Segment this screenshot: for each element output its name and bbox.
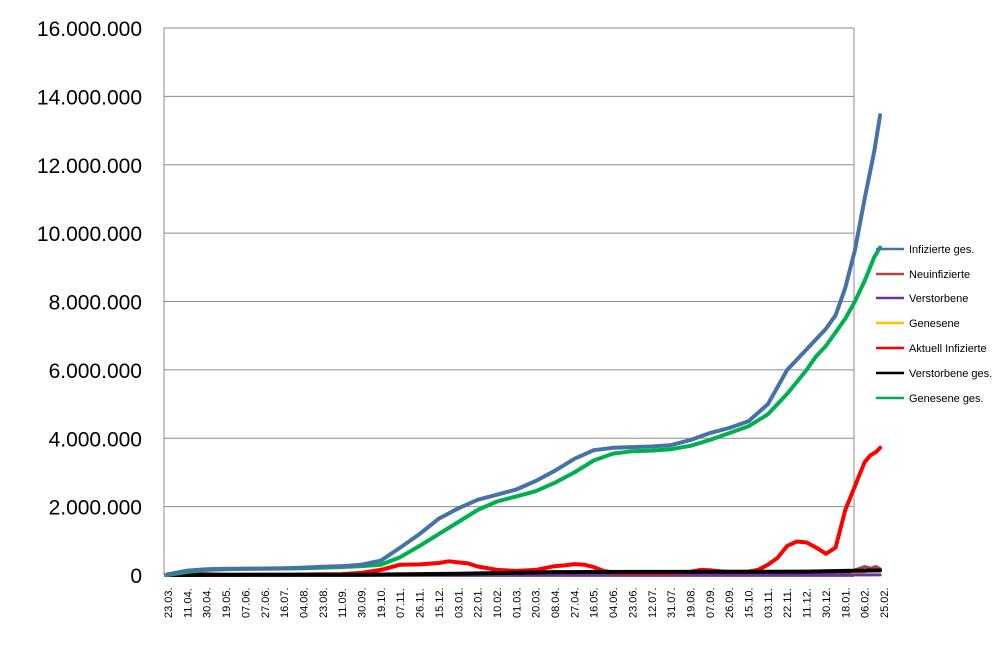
legend-label: Infizierte ges. <box>909 244 974 256</box>
x-tick-label: 27.04. <box>569 587 581 618</box>
series-line-6 <box>166 245 883 577</box>
legend-label: Aktuell Infizierte <box>909 343 987 355</box>
x-tick-label: 07.11. <box>395 588 407 618</box>
x-tick-label: 27.06. <box>260 587 272 618</box>
legend-label: Verstorbene <box>909 293 968 305</box>
y-tick-label: 16.000.000 <box>37 18 142 41</box>
x-tick-label: 23.03. <box>163 587 175 618</box>
series-line-5 <box>166 568 883 577</box>
series-line-4 <box>166 445 883 577</box>
x-tick-label: 25.02. <box>879 587 891 618</box>
x-tick-label: 11.12. <box>802 588 814 618</box>
x-tick-label: 11.04. <box>182 588 194 618</box>
x-tick-label: 22.11. <box>782 588 794 618</box>
series-line-0 <box>166 113 883 577</box>
y-tick-label: 12.000.000 <box>37 155 142 178</box>
axes <box>163 28 855 577</box>
x-tick-label: 18.01. <box>840 587 852 618</box>
y-tick-label: 4.000.000 <box>49 428 142 451</box>
y-tick-label: 10.000.000 <box>37 223 142 246</box>
x-tick-label: 12.07. <box>647 587 659 618</box>
y-tick-label: 14.000.000 <box>37 86 142 109</box>
x-tick-label: 06.02. <box>860 587 872 618</box>
x-tick-label: 31.07. <box>666 587 678 618</box>
x-tick-label: 15.10. <box>744 587 756 618</box>
gridlines <box>164 27 854 576</box>
legend-label: Verstorbene ges. <box>909 368 992 380</box>
x-tick-label: 30.12. <box>821 587 833 618</box>
x-tick-label: 26.09. <box>724 587 736 618</box>
legend-label: Genesene ges. <box>909 393 984 405</box>
x-tick-label: 30.04. <box>202 587 214 618</box>
y-tick-label: 0 <box>130 565 142 588</box>
y-axis-tick-labels: 0 2.000.000 4.000.000 6.000.000 8.000.000 10.… <box>37 18 142 588</box>
x-tick-label: 30.09. <box>357 587 369 618</box>
x-axis-tick-labels: 23.03. 11.04. 30.04. 19.05. 07.06. 27.06. 16.0… <box>163 587 891 618</box>
x-tick-label: 23.08. <box>318 587 330 618</box>
x-tick-label: 26.11. <box>415 588 427 618</box>
x-tick-label: 07.09. <box>705 587 717 618</box>
x-tick-label: 10.02. <box>492 587 504 618</box>
x-tick-label: 04.06. <box>608 587 620 618</box>
x-tick-label: 01.03. <box>511 587 523 618</box>
legend-label: Neuinfizierte <box>909 269 970 281</box>
x-tick-label: 19.05. <box>221 587 233 618</box>
x-tick-label: 23.06. <box>627 587 639 618</box>
x-tick-label: 08.04. <box>550 587 562 618</box>
x-tick-label: 03.01. <box>453 587 465 618</box>
y-tick-label: 2.000.000 <box>49 497 142 520</box>
x-tick-label: 03.11. <box>763 588 775 618</box>
legend-label: Genesene <box>909 318 960 330</box>
x-tick-label: 16.05. <box>589 587 601 618</box>
x-tick-label: 04.08. <box>298 587 310 618</box>
legend: Infizierte ges. Neuinfizierte Verstorbene G… <box>876 244 992 405</box>
x-tick-label: 19.08. <box>685 587 697 618</box>
x-tick-label: 19.10. <box>376 587 388 618</box>
x-tick-label: 11.09. <box>337 588 349 618</box>
x-tick-label: 07.06. <box>240 587 252 618</box>
data-series <box>166 113 883 577</box>
x-tick-label: 15.12. <box>434 587 446 618</box>
x-tick-label: 22.01. <box>473 587 485 618</box>
x-tick-label: 20.03. <box>531 587 543 618</box>
x-tick-label: 16.07. <box>279 587 291 618</box>
y-tick-label: 8.000.000 <box>49 292 142 315</box>
y-tick-label: 6.000.000 <box>49 360 142 383</box>
